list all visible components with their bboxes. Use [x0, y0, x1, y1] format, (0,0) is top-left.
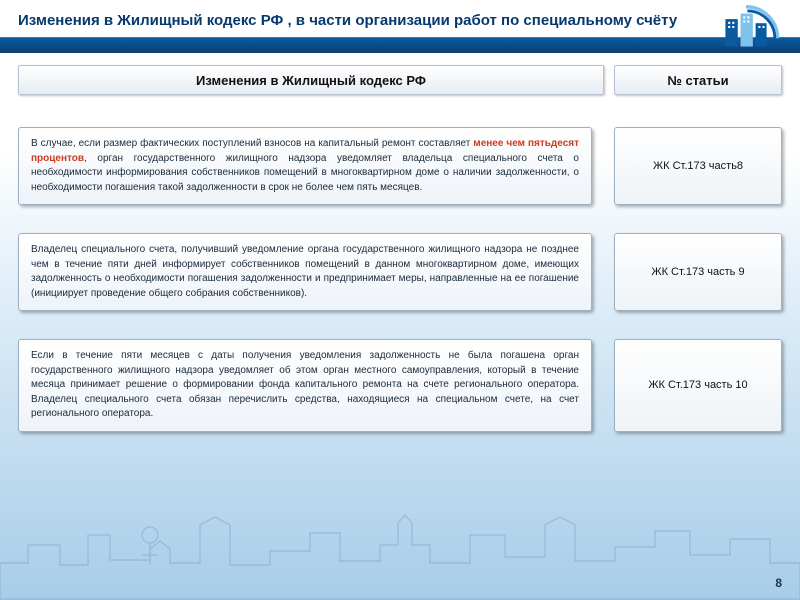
content-row: Владелец специального счета, получивший …: [18, 233, 782, 311]
logo-icon: [710, 4, 782, 52]
page-number: 8: [775, 576, 782, 590]
description-box: Владелец специального счета, получивший …: [18, 233, 592, 311]
column-header-right: № статьи: [614, 65, 782, 95]
content-row: В случае, если размер фактических поступ…: [18, 127, 782, 205]
description-box: В случае, если размер фактических поступ…: [18, 127, 592, 205]
text-post: , орган государственного жилищного надзо…: [31, 153, 579, 193]
divider-bar: [0, 37, 800, 53]
skyline-decoration: [0, 505, 800, 600]
column-header-left: Изменения в Жилищный кодекс РФ: [18, 65, 604, 95]
article-ref-box: ЖК Ст.173 часть 10: [614, 339, 782, 432]
article-ref-box: ЖК Ст.173 часть8: [614, 127, 782, 205]
article-ref-box: ЖК Ст.173 часть 9: [614, 233, 782, 311]
page-title: Изменения в Жилищный кодекс РФ , в части…: [18, 12, 680, 29]
text-pre: В случае, если размер фактических поступ…: [31, 138, 473, 149]
content-row: Если в течение пяти месяцев с даты получ…: [18, 339, 782, 432]
content-rows: В случае, если размер фактических поступ…: [0, 101, 800, 432]
subheader-row: Изменения в Жилищный кодекс РФ № статьи: [18, 65, 782, 95]
description-box: Если в течение пяти месяцев с даты получ…: [18, 339, 592, 432]
